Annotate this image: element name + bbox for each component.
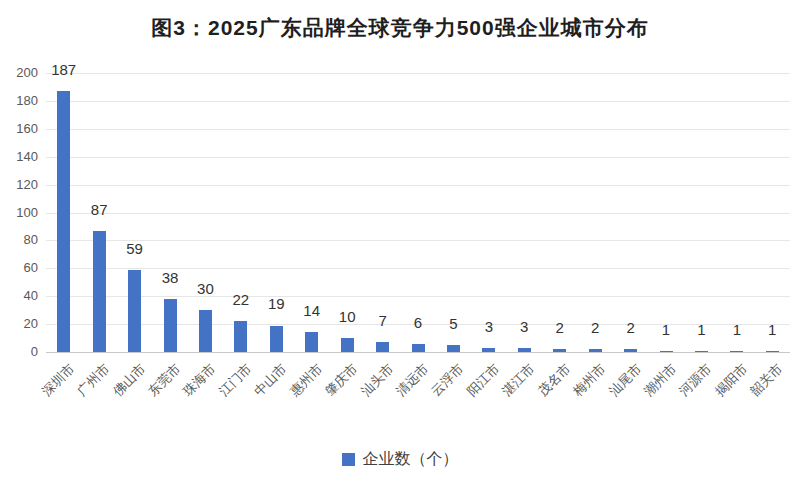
x-axis: 深圳市广州市佛山市东莞市珠海市江门市中山市惠州市肇庆市汕头市清远市云浮市阳江市湛… xyxy=(46,356,790,436)
x-tick-label: 广州市 xyxy=(74,360,114,400)
bar xyxy=(695,351,708,352)
bar-value-label: 6 xyxy=(414,314,422,332)
bar-value-label: 2 xyxy=(591,319,599,337)
legend-swatch-icon xyxy=(342,453,355,466)
y-tick-label: 60 xyxy=(0,260,38,276)
gridline xyxy=(46,213,790,214)
x-tick-label: 江门市 xyxy=(215,360,255,400)
bar-value-label: 187 xyxy=(51,61,76,79)
gridline xyxy=(46,101,790,102)
bar xyxy=(57,91,70,352)
y-tick-label: 140 xyxy=(0,149,38,165)
bar-value-label: 1 xyxy=(768,321,776,339)
x-tick-label: 河源市 xyxy=(676,360,716,400)
x-tick-label: 清远市 xyxy=(392,360,432,400)
y-axis: 020406080100120140160180200 xyxy=(0,73,38,352)
bar-value-label: 87 xyxy=(91,201,108,219)
bar xyxy=(518,348,531,352)
bar-value-label: 5 xyxy=(449,315,457,333)
x-tick-label: 深圳市 xyxy=(38,360,78,400)
bar xyxy=(270,326,283,353)
bar xyxy=(199,310,212,352)
chart-title: 图3：2025广东品牌全球竞争力500强企业城市分布 xyxy=(0,14,800,42)
bar-value-label: 3 xyxy=(485,318,493,336)
x-tick-label: 中山市 xyxy=(251,360,291,400)
y-tick-label: 160 xyxy=(0,121,38,137)
x-tick-label: 珠海市 xyxy=(180,360,220,400)
gridline xyxy=(46,268,790,269)
bar xyxy=(482,348,495,352)
bar-value-label: 14 xyxy=(303,302,320,320)
y-tick-label: 100 xyxy=(0,205,38,221)
x-tick-label: 阳江市 xyxy=(463,360,503,400)
x-tick-label: 梅州市 xyxy=(570,360,610,400)
bar-value-label: 22 xyxy=(233,291,250,309)
y-tick-label: 40 xyxy=(0,288,38,304)
y-tick-label: 80 xyxy=(0,232,38,248)
bar-value-label: 7 xyxy=(378,312,386,330)
bar xyxy=(447,345,460,352)
bar-value-label: 2 xyxy=(556,319,564,337)
bar xyxy=(412,344,425,352)
bar-value-label: 3 xyxy=(520,318,528,336)
bar-value-label: 1 xyxy=(662,321,670,339)
bar xyxy=(766,351,779,352)
bar xyxy=(376,342,389,352)
x-tick-label: 揭阳市 xyxy=(711,360,751,400)
x-tick-label: 东莞市 xyxy=(144,360,184,400)
bar-value-label: 2 xyxy=(626,319,634,337)
legend: 企业数（个） xyxy=(0,449,800,470)
bar xyxy=(341,338,354,352)
x-tick-label: 肇庆市 xyxy=(322,360,362,400)
x-tick-label: 惠州市 xyxy=(286,360,326,400)
gridline xyxy=(46,296,790,297)
y-tick-label: 200 xyxy=(0,65,38,81)
legend-label: 企业数（个） xyxy=(363,449,459,470)
gridline xyxy=(46,73,790,74)
bar xyxy=(660,351,673,352)
bar-value-label: 1 xyxy=(733,321,741,339)
y-tick-label: 0 xyxy=(0,344,38,360)
gridline xyxy=(46,129,790,130)
bar xyxy=(164,299,177,352)
bar-value-label: 10 xyxy=(339,308,356,326)
bar xyxy=(128,270,141,352)
bar xyxy=(234,321,247,352)
x-tick-label: 汕尾市 xyxy=(605,360,645,400)
y-tick-label: 120 xyxy=(0,177,38,193)
x-tick-label: 湛江市 xyxy=(499,360,539,400)
x-tick-label: 茂名市 xyxy=(534,360,574,400)
bar-value-label: 1 xyxy=(697,321,705,339)
x-tick-label: 潮州市 xyxy=(640,360,680,400)
gridline xyxy=(46,352,790,353)
y-tick-label: 180 xyxy=(0,93,38,109)
bar-value-label: 30 xyxy=(197,280,214,298)
bar xyxy=(553,349,566,352)
x-tick-label: 云浮市 xyxy=(428,360,468,400)
gridline xyxy=(46,157,790,158)
x-tick-label: 佛山市 xyxy=(109,360,149,400)
bar xyxy=(93,231,106,352)
bar-value-label: 19 xyxy=(268,295,285,313)
x-tick-label: 韶关市 xyxy=(747,360,787,400)
bar xyxy=(730,351,743,352)
bar xyxy=(305,332,318,352)
bar xyxy=(589,349,602,352)
bar-value-label: 59 xyxy=(126,240,143,258)
y-tick-label: 20 xyxy=(0,316,38,332)
plot-area: 1878759383022191410765332221111 xyxy=(46,73,790,352)
x-tick-label: 汕头市 xyxy=(357,360,397,400)
gridline xyxy=(46,185,790,186)
gridline xyxy=(46,240,790,241)
bar-value-label: 38 xyxy=(162,269,179,287)
bar xyxy=(624,349,637,352)
